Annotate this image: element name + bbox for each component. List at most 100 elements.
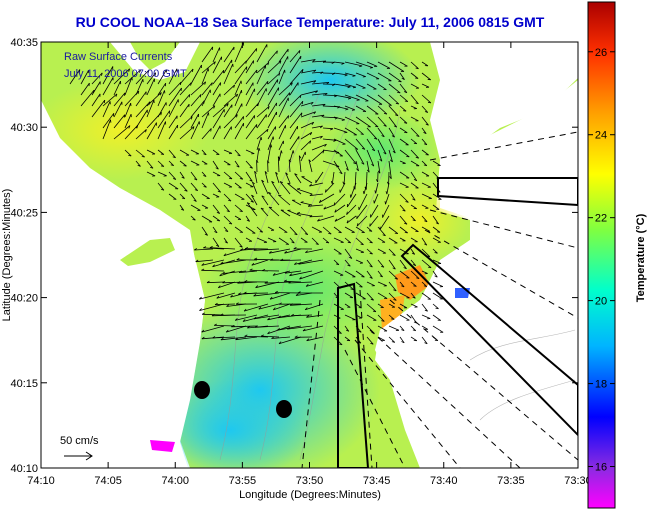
current-vector-head	[369, 241, 373, 244]
current-vector	[311, 60, 326, 63]
current-vector-head	[370, 298, 374, 301]
current-vector-head	[229, 177, 233, 180]
scale-label: 50 cm/s	[60, 435, 99, 447]
current-vector	[168, 68, 178, 85]
current-vector-head	[260, 137, 263, 141]
current-vector	[388, 237, 398, 244]
current-vector	[251, 259, 269, 266]
current-vector	[300, 102, 314, 107]
current-vector	[355, 149, 365, 165]
current-vector	[421, 72, 431, 81]
current-vector	[309, 193, 324, 196]
colorbar-ticks: 26 24 22 20 18 16	[588, 47, 615, 474]
current-vector	[267, 111, 277, 129]
colorbar-tick-label: 22	[595, 213, 607, 225]
current-vector	[245, 149, 255, 154]
current-vector-head	[294, 173, 298, 176]
current-vector	[212, 47, 220, 63]
y-tick-label: 40:20	[10, 293, 38, 305]
current-vector	[366, 237, 373, 244]
current-vector	[333, 270, 344, 276]
current-vector	[339, 182, 346, 193]
current-vector-head	[395, 102, 399, 105]
current-vector	[410, 193, 416, 201]
current-vector	[399, 94, 409, 102]
current-vector-head	[309, 214, 313, 218]
current-vector-head	[245, 60, 247, 64]
current-vector	[388, 270, 398, 280]
current-vector	[399, 281, 405, 288]
current-vector	[271, 336, 291, 339]
current-vector	[234, 149, 241, 157]
current-vector	[377, 270, 383, 278]
current-vector	[135, 91, 147, 107]
current-vector	[432, 215, 439, 225]
colorbar-tick-label: 20	[595, 296, 607, 308]
current-vector	[388, 116, 398, 128]
current-vector	[333, 226, 342, 234]
current-vector	[289, 150, 294, 162]
current-vector	[201, 82, 213, 96]
current-vector	[124, 125, 138, 140]
current-vector	[278, 115, 289, 129]
current-vector	[179, 149, 190, 156]
current-vector-head	[394, 114, 399, 117]
current-vector	[218, 281, 236, 289]
current-vector	[410, 171, 418, 182]
current-vector	[331, 171, 335, 184]
current-vector	[421, 193, 432, 199]
current-vector	[190, 121, 200, 140]
current-vector	[421, 303, 428, 312]
current-vector	[421, 215, 428, 222]
current-vector	[366, 336, 374, 345]
current-vector-head	[278, 72, 281, 76]
current-vector	[244, 335, 269, 338]
current-vector	[410, 72, 419, 79]
sector-dashed	[429, 209, 578, 249]
current-vector	[102, 113, 115, 129]
current-vector-head	[307, 204, 311, 207]
current-vector	[410, 226, 419, 232]
current-vector	[366, 149, 375, 167]
current-vector	[311, 71, 324, 74]
current-vector-head	[284, 271, 288, 274]
current-vector	[388, 314, 395, 320]
current-vector-head	[193, 199, 197, 202]
current-vector	[399, 226, 408, 234]
x-tick-label: 74:10	[27, 475, 55, 487]
current-vector-head	[214, 302, 218, 306]
current-vector	[261, 195, 269, 206]
current-vector-head	[292, 150, 295, 154]
x-tick-label: 73:30	[564, 475, 592, 487]
current-vector-head	[199, 308, 202, 311]
current-vector	[223, 46, 235, 63]
current-vector-head	[381, 135, 385, 138]
x-tick-label: 73:50	[296, 475, 324, 487]
current-vector-head	[392, 254, 396, 256]
current-vector	[366, 61, 378, 67]
current-vector	[399, 72, 405, 80]
current-vector	[305, 303, 324, 311]
current-vector	[354, 171, 357, 190]
current-vector	[366, 226, 373, 232]
current-vector-head	[262, 268, 266, 271]
current-vector	[333, 105, 349, 110]
x-tick-label: 74:00	[161, 475, 189, 487]
current-vector	[222, 281, 247, 284]
current-vector	[223, 226, 229, 232]
current-vector-head	[393, 289, 397, 292]
current-vector	[222, 270, 247, 274]
current-vector-head	[404, 100, 408, 102]
current-vector-head	[268, 192, 272, 194]
current-vector-head	[195, 259, 199, 263]
current-vector-head	[128, 125, 131, 129]
current-vector	[421, 61, 429, 67]
current-vector	[388, 83, 401, 94]
current-vector	[245, 60, 254, 74]
current-vector	[234, 171, 244, 180]
current-vector	[399, 171, 410, 179]
x-axis-ticks: 74:10 74:05 74:00 73:55 73:50 73:45 73:40 73:35…	[27, 42, 592, 487]
current-vector	[421, 336, 428, 345]
land-offshore-gap	[375, 110, 578, 468]
current-vector	[289, 69, 304, 85]
